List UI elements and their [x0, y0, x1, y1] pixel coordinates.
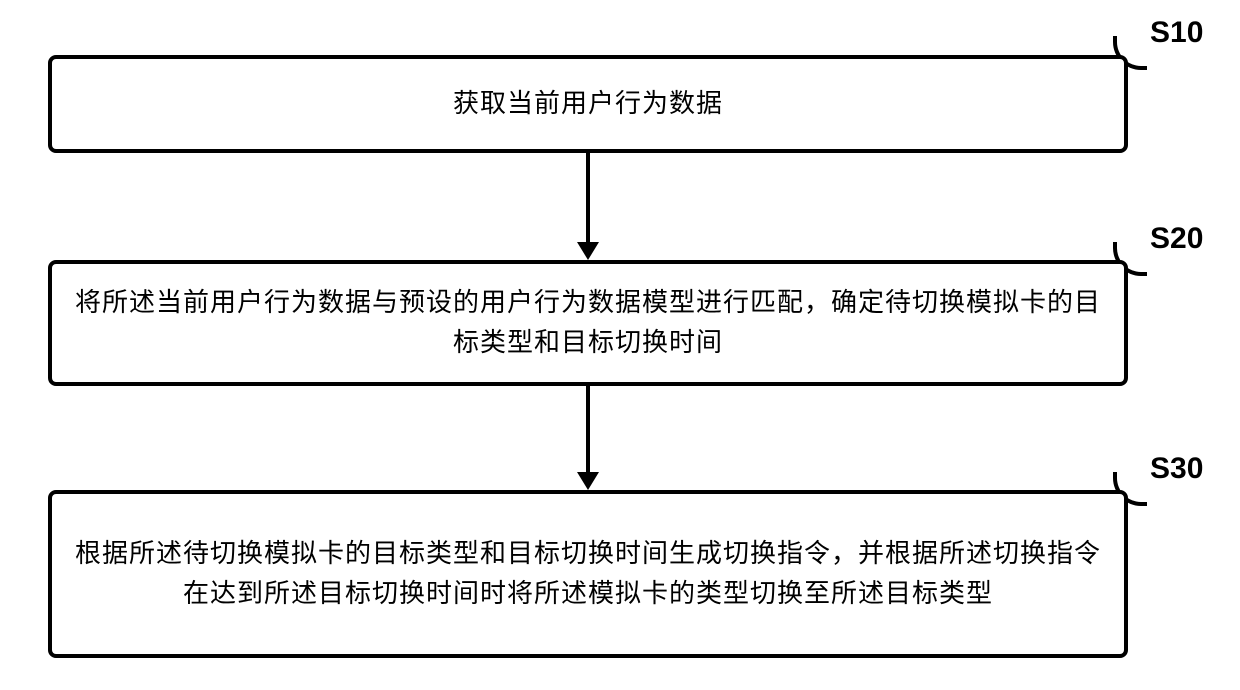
step-label-text: S20 — [1150, 222, 1203, 255]
step-text: 获取当前用户行为数据 — [453, 84, 723, 124]
step-text: 根据所述待切换模拟卡的目标类型和目标切换时间生成切换指令，并根据所述切换指令在达… — [72, 534, 1104, 615]
arrow-s10-s20-line — [586, 153, 590, 242]
arrow-s10-s20-head — [577, 242, 599, 260]
step-box-s30: 根据所述待切换模拟卡的目标类型和目标切换时间生成切换指令，并根据所述切换指令在达… — [48, 490, 1128, 658]
step-box-s10: 获取当前用户行为数据 — [48, 55, 1128, 153]
arrow-s20-s30-line — [586, 386, 590, 472]
step-label-text: S30 — [1150, 452, 1203, 485]
arrow-s20-s30-head — [577, 472, 599, 490]
step-label-s10: S10 — [1150, 16, 1203, 50]
step-label-s20: S20 — [1150, 222, 1203, 256]
step-label-text: S10 — [1150, 16, 1203, 49]
step-text: 将所述当前用户行为数据与预设的用户行为数据模型进行匹配，确定待切换模拟卡的目标类… — [72, 283, 1104, 364]
step-box-s20: 将所述当前用户行为数据与预设的用户行为数据模型进行匹配，确定待切换模拟卡的目标类… — [48, 260, 1128, 386]
step-label-s30: S30 — [1150, 452, 1203, 486]
flowchart-canvas: S10 获取当前用户行为数据 S20 将所述当前用户行为数据与预设的用户行为数据… — [0, 0, 1240, 690]
